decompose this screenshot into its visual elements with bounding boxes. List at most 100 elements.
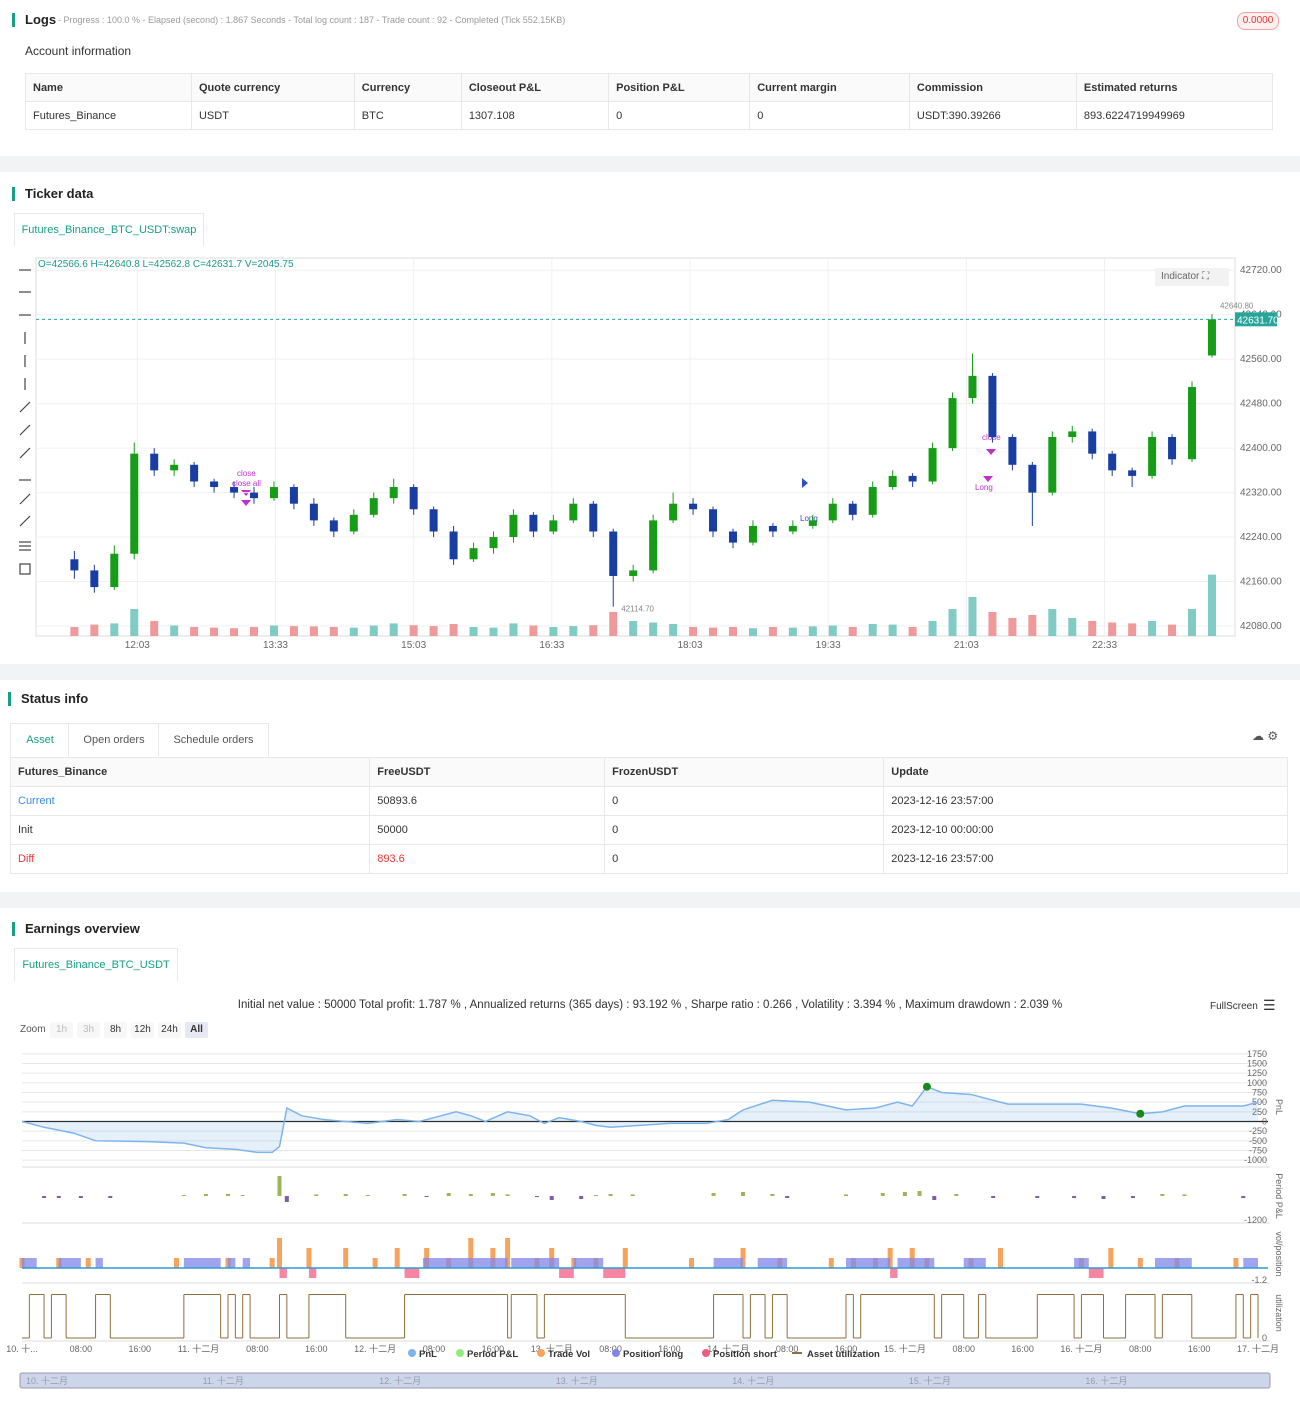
- x-tick-label: 21:03: [954, 640, 979, 651]
- position-block: [183, 1258, 221, 1268]
- trade-vol-bar: [85, 1258, 91, 1268]
- x-tick-label: 13:33: [263, 640, 288, 651]
- y-tick-label: -750: [1249, 1145, 1267, 1155]
- candle-body: [130, 453, 139, 554]
- x-tick-label: 13. 十二月: [531, 1343, 573, 1354]
- zoom-button[interactable]: All: [185, 1022, 208, 1038]
- x-tick-label: 08:00: [423, 1344, 446, 1354]
- zoom-button[interactable]: 3h: [77, 1022, 100, 1038]
- navigator-label: 16. 十二月: [1085, 1375, 1127, 1386]
- account-table: Name Quote currency Currency Closeout P&L Po…: [25, 73, 1274, 130]
- position-block: [603, 1268, 626, 1278]
- zoom-button[interactable]: 8h: [104, 1022, 127, 1038]
- position-block: [422, 1258, 508, 1268]
- volume-bar: [230, 628, 239, 636]
- log-status: - Progress : 100.0 % - Elapsed (second) …: [58, 15, 566, 25]
- menu-icon[interactable]: ☰: [1263, 997, 1276, 1013]
- candle-body: [629, 570, 638, 576]
- position-block: [897, 1258, 935, 1268]
- volume-bar: [250, 627, 258, 636]
- volume-bar: [269, 625, 278, 636]
- cell: 0: [604, 786, 885, 816]
- candle-body: [369, 498, 378, 515]
- period-bar: [1072, 1196, 1077, 1198]
- y-tick-label: 0: [1262, 1333, 1267, 1343]
- y-tick-label: -1.2: [1251, 1275, 1267, 1285]
- cell: Futures_Binance: [25, 101, 192, 130]
- tab[interactable]: Schedule orders: [158, 723, 269, 756]
- tab[interactable]: Futures_Binance_BTC_USDT:swap: [14, 213, 204, 246]
- indicator-text: Indicator: [1161, 271, 1200, 282]
- navigator: [19, 1372, 1271, 1389]
- cell: Diff: [9, 844, 371, 874]
- volume-bar: [569, 626, 578, 636]
- candle-body: [868, 487, 877, 515]
- y-tick-label: 42320.00: [1240, 488, 1282, 499]
- candle-body: [828, 503, 837, 521]
- position-block: [279, 1268, 287, 1278]
- indicator-button[interactable]: Indicator ⛶: [1155, 268, 1229, 286]
- y-tick-label: 42080.00: [1240, 621, 1282, 632]
- candle-body: [509, 514, 518, 538]
- header-cell: Futures_Binance: [9, 757, 371, 787]
- tab[interactable]: Open orders: [68, 723, 160, 756]
- zoom-button[interactable]: 1h: [50, 1022, 73, 1038]
- volume-bar: [1068, 618, 1077, 636]
- period-bar: [424, 1196, 429, 1197]
- stats: Initial net value : 50000 Total profit: …: [237, 999, 1063, 1011]
- header-cell: Closeout P&L: [460, 73, 610, 102]
- candle-body: [429, 509, 438, 532]
- volume-bar: [110, 623, 119, 636]
- candle-body: [888, 475, 897, 488]
- y-tick-label: 250: [1252, 1107, 1267, 1117]
- period-bar: [314, 1194, 319, 1196]
- section-title: Logs: [12, 13, 56, 27]
- cell: 0: [604, 815, 885, 845]
- asset-table: Futures_Binance FreeUSDT FrozenUSDT Update C…: [9, 757, 1288, 874]
- candle-body: [489, 537, 498, 549]
- volume-bar: [369, 625, 378, 636]
- candle-body: [709, 509, 718, 532]
- fullscreen-button[interactable]: FullScreen: [1210, 1001, 1258, 1012]
- cell: BTC: [353, 101, 462, 130]
- position-block: [757, 1258, 788, 1268]
- zoom-button[interactable]: 24h: [158, 1022, 181, 1038]
- legend-label: PnL: [419, 1349, 437, 1360]
- trade-vol-bar: [1108, 1248, 1114, 1268]
- zoom-button[interactable]: 12h: [131, 1022, 154, 1038]
- cell: 0: [608, 101, 751, 130]
- x-tick-label: 10. 十...: [6, 1343, 38, 1354]
- candle-body: [669, 503, 678, 521]
- volume-bar: [70, 627, 79, 636]
- volume-bar: [888, 624, 897, 636]
- legend-symbol: [702, 1349, 710, 1357]
- separator: [0, 892, 1300, 908]
- candle-body: [250, 492, 258, 499]
- y-tick-label: 1750: [1247, 1049, 1267, 1059]
- row: Diff 893.6 0 2023-12-16 23:57:00: [9, 844, 1288, 874]
- period-bar: [991, 1196, 996, 1198]
- candle-body: [349, 514, 358, 532]
- pane-label: PnL: [1274, 1099, 1284, 1115]
- candle-body: [230, 487, 239, 493]
- tab[interactable]: Futures_Binance_BTC_USDT: [14, 948, 178, 981]
- candle-body: [1168, 436, 1177, 460]
- period-bar: [446, 1193, 451, 1196]
- volume-bar: [90, 624, 99, 636]
- row: Current 50893.6 0 2023-12-16 23:57:00: [9, 786, 1288, 816]
- candle-body: [788, 525, 797, 532]
- candle-body: [170, 464, 179, 471]
- section-title: Status info: [8, 692, 88, 706]
- ohlc-text: O=42566.6 H=42640.8 L=42562.8 C=42631.7 …: [38, 259, 294, 270]
- legend-label: Period P&L: [467, 1349, 518, 1360]
- pane-label: Period P&L: [1274, 1173, 1284, 1219]
- position-block: [1155, 1258, 1192, 1268]
- period-bar: [203, 1194, 208, 1196]
- y-tick-label: -1000: [1244, 1155, 1267, 1165]
- marker-label: Long: [800, 514, 818, 523]
- tab[interactable]: Asset: [10, 723, 70, 756]
- volume-bar: [629, 621, 638, 636]
- position-block: [1243, 1258, 1258, 1268]
- y-tick-label: 1250: [1247, 1068, 1267, 1078]
